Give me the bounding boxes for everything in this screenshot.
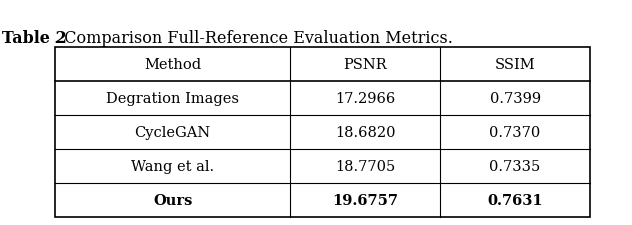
Text: Table 2: Table 2 bbox=[2, 30, 67, 47]
Text: 0.7399: 0.7399 bbox=[490, 92, 540, 106]
Text: . Comparison Full-Reference Evaluation Metrics.: . Comparison Full-Reference Evaluation M… bbox=[54, 30, 453, 47]
Text: 0.7631: 0.7631 bbox=[487, 193, 543, 207]
Text: SSIM: SSIM bbox=[495, 58, 535, 72]
Text: Degration Images: Degration Images bbox=[106, 92, 239, 106]
Text: 18.7705: 18.7705 bbox=[335, 159, 396, 173]
Text: 0.7370: 0.7370 bbox=[489, 126, 541, 139]
Bar bbox=[55, 48, 590, 217]
Text: CycleGAN: CycleGAN bbox=[135, 126, 211, 139]
Text: Ours: Ours bbox=[153, 193, 192, 207]
Text: 0.7335: 0.7335 bbox=[489, 159, 541, 173]
Text: Wang et al.: Wang et al. bbox=[131, 159, 214, 173]
Text: Method: Method bbox=[144, 58, 201, 72]
Text: PSNR: PSNR bbox=[343, 58, 387, 72]
Text: 19.6757: 19.6757 bbox=[332, 193, 398, 207]
Text: 17.2966: 17.2966 bbox=[335, 92, 396, 106]
Text: 18.6820: 18.6820 bbox=[335, 126, 396, 139]
